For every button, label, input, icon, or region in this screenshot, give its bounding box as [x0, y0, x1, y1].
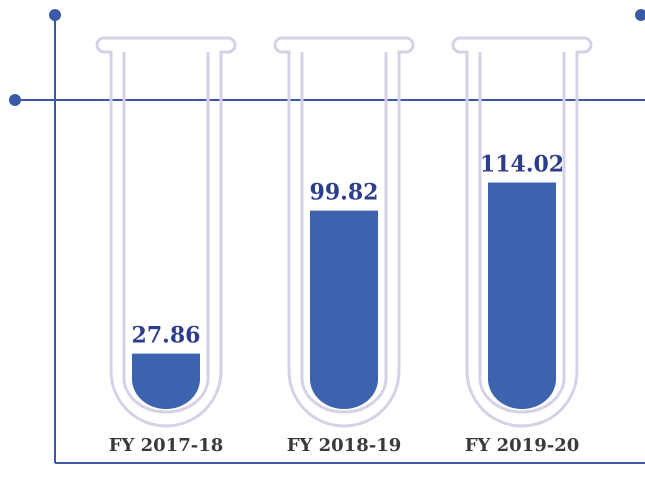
dot [49, 9, 61, 21]
dot [9, 94, 21, 106]
tube [95, 36, 237, 428]
bar [488, 182, 556, 409]
x-tick-label: FY 2018-19 [287, 435, 402, 456]
tube-inner [478, 52, 566, 414]
decor [9, 9, 645, 464]
tube-inner [122, 52, 210, 414]
tube-inner [300, 52, 388, 414]
dot [635, 9, 645, 21]
bar [132, 353, 200, 409]
x-tick-label: FY 2019-20 [465, 435, 580, 456]
x-tick-label: FY 2017-18 [109, 435, 224, 456]
tube [273, 36, 415, 428]
tube [451, 36, 593, 428]
value-label: 99.82 [310, 180, 379, 206]
bar [310, 210, 378, 409]
value-label: 27.86 [132, 323, 201, 349]
value-label: 114.02 [480, 151, 564, 177]
